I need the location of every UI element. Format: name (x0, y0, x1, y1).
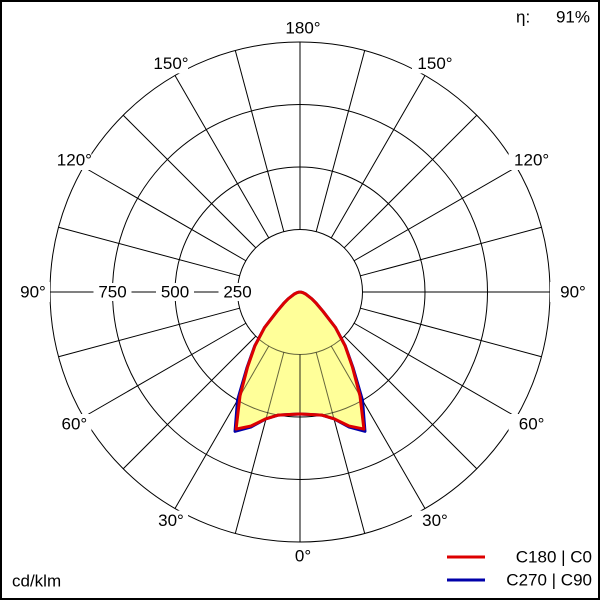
spoke (343, 114, 478, 249)
label-bg (51, 414, 92, 434)
spoke (122, 335, 257, 470)
angle-tick-label: 120° (57, 150, 92, 169)
grid-circle-overlay (237, 292, 363, 355)
intensity-curve (234, 290, 301, 431)
efficiency-value: 91% (556, 7, 590, 26)
angle-tick-label: 90° (560, 282, 586, 301)
label-bg (412, 510, 452, 531)
r-tick-label: 250 (223, 282, 251, 301)
angle-tick-label: 30° (158, 511, 184, 530)
spoke-overlay (236, 352, 285, 430)
label-bg (550, 282, 590, 302)
intensity-curve (299, 290, 366, 431)
label-bg (148, 53, 188, 74)
spoke (353, 166, 517, 262)
label-bg (508, 150, 549, 170)
label-bg (156, 283, 194, 301)
spoke (122, 114, 257, 249)
angle-tick-label: 150° (417, 54, 452, 73)
spoke (330, 75, 426, 239)
label-bg (148, 510, 188, 531)
angle-tick-label: 0° (295, 546, 311, 565)
r-tick-label: 750 (98, 282, 126, 301)
spoke (360, 226, 542, 277)
label-bg (93, 283, 132, 301)
labels: 250 500 750 0° 30° 30° 60° 60° 90° 90° 120° 120° 150… (10, 18, 592, 589)
label-bg (508, 414, 549, 434)
angle-tick-label: 60° (62, 414, 88, 433)
efficiency-label: η: (516, 7, 530, 26)
angle-tick-label: 120° (514, 150, 549, 169)
label-bg (280, 546, 320, 566)
spoke (58, 307, 240, 358)
label-bg (412, 53, 452, 74)
spoke (353, 322, 517, 418)
spoke-overlay (330, 345, 364, 430)
r-tick-label: 500 (161, 282, 189, 301)
label-bg (280, 18, 320, 38)
spoke (343, 335, 478, 470)
angle-tick-label: 30° (422, 511, 448, 530)
label-bg (51, 150, 92, 170)
spoke (83, 322, 247, 418)
legend-label: C180 | C0 (516, 547, 592, 566)
label-bg (10, 282, 50, 302)
spoke (315, 50, 366, 232)
spoke (58, 226, 240, 277)
spoke (83, 166, 247, 262)
spoke-overlay (315, 352, 364, 430)
plot (233, 290, 367, 433)
angle-tick-label: 150° (153, 54, 188, 73)
legend-label: C270 | C90 (506, 570, 592, 589)
angle-tick-label: 180° (285, 18, 320, 37)
angle-tick-label: 60° (519, 414, 545, 433)
spoke-overlay (236, 345, 270, 430)
label-bg (218, 283, 257, 301)
unit-label: cd/klm (12, 571, 61, 590)
spoke (174, 75, 270, 239)
spoke (234, 50, 285, 232)
angle-tick-label: 90° (20, 282, 46, 301)
spoke (360, 307, 542, 358)
